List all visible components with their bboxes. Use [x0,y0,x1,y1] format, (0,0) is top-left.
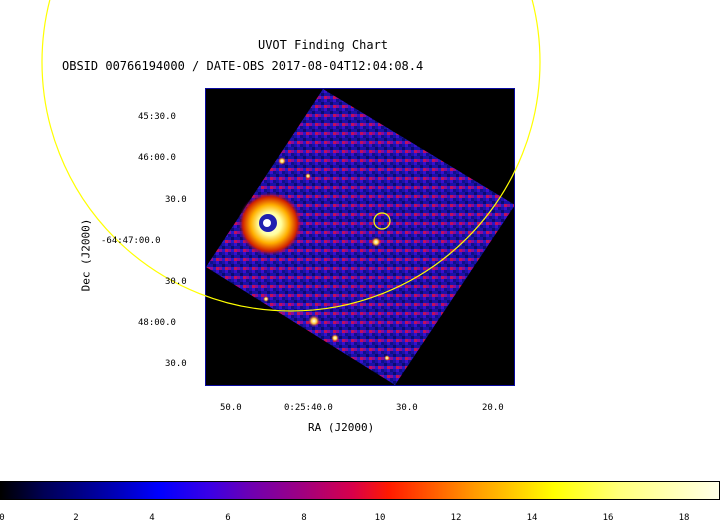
colorbar-tick-label: 0 [0,513,5,523]
dec-tick-label: 30.0 [165,277,187,287]
chart-subtitle: OBSID 00766194000 / DATE-OBS 2017-08-04T… [62,59,424,73]
colorbar-tick-label: 2 [73,513,79,523]
large-error-circle [41,0,541,312]
colorbar-tick-label: 16 [602,513,614,523]
dec-tick-label: -64:47:00.0 [101,236,161,246]
star [331,334,339,342]
colorbar-tick-label: 10 [374,513,386,523]
star [371,237,381,247]
colorbar-tick-label: 18 [678,513,690,523]
ra-axis-title: RA (J2000) [308,421,375,434]
colorbar-tick-label: 14 [526,513,538,523]
colorbar [0,481,720,500]
dec-tick-label: 30.0 [165,359,187,369]
dec-tick-label: 45:30.0 [138,112,176,122]
dec-tick-label: 30.0 [165,195,187,205]
colorbar-tick-label: 12 [450,513,462,523]
star [263,296,269,302]
dec-tick-label: 48:00.0 [138,318,176,328]
colorbar-tick-label: 4 [149,513,155,523]
dec-axis-title: Dec (J2000) [79,218,93,292]
target-circle [373,212,391,230]
colorbar-tick-label: 6 [225,513,231,523]
star [308,315,320,327]
ra-tick-label: 20.0 [482,403,504,413]
ra-tick-label: 30.0 [396,403,418,413]
star [305,173,311,179]
chart-title: UVOT Finding Chart [257,38,389,52]
ra-tick-label: 50.0 [220,403,242,413]
ra-tick-label: 0:25:40.0 [284,403,333,413]
star [278,157,286,165]
colorbar-tick-label: 8 [301,513,307,523]
star [384,355,390,361]
bright-star-center [263,219,271,227]
dec-tick-label: 46:00.0 [138,153,176,163]
